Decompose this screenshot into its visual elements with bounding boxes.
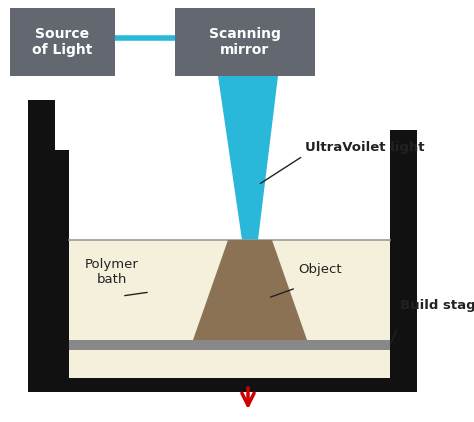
Bar: [175, 8, 315, 76]
Text: Build stage: Build stage: [400, 298, 474, 311]
Text: Object: Object: [298, 263, 342, 276]
Polygon shape: [218, 76, 278, 240]
Bar: [28, 378, 417, 392]
Bar: [69, 240, 390, 378]
Bar: [69, 340, 390, 350]
Text: Polymer
bath: Polymer bath: [85, 258, 139, 286]
Polygon shape: [193, 240, 307, 340]
Text: Scanning
mirror: Scanning mirror: [209, 27, 281, 57]
Bar: [390, 130, 417, 392]
Text: UltraVoilet light: UltraVoilet light: [305, 141, 425, 154]
Bar: [10, 8, 115, 76]
Text: Source
of Light: Source of Light: [32, 27, 93, 57]
Bar: [55, 150, 69, 378]
Bar: [28, 100, 55, 392]
